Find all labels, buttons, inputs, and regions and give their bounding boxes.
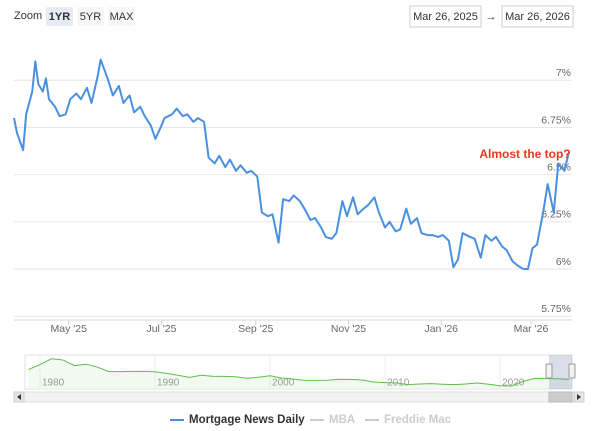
scrollbar-thumb[interactable] [548,391,573,403]
navigator-tick-label: 2020 [502,378,525,389]
navigator-handle[interactable] [545,363,553,379]
y-tick-label: 6% [556,256,571,268]
y-tick-label: 6.75% [541,114,571,126]
zoom-button-label[interactable]: MAX [110,11,135,23]
zoom-buttons: 1YR 5YR MAX [46,7,135,26]
navigator: 1980 1990 2000 2010 2020 [28,355,570,389]
range-from[interactable]: Mar 26, 2025 [413,11,478,23]
zoom-button-label[interactable]: 5YR [80,11,101,23]
y-tick-label: 6.25% [541,209,571,221]
zoom-button[interactable] [77,7,104,26]
navigator-tick-label: 1980 [42,378,65,389]
x-tick-label: Mar '26 [514,323,549,335]
range-to[interactable]: Mar 26, 2026 [505,11,570,23]
scrollbar-track[interactable] [13,391,585,403]
navigator-tick-label: 1990 [157,378,180,389]
navigator-tick-label: 2000 [272,378,295,389]
legend-label[interactable]: MBA [329,414,355,426]
plot-area: 5.75%6%6.25%6.5%6.75%7%May '25 Jul '25 Sep… [13,58,572,335]
y-tick-label: 5.75% [541,303,571,315]
annotation: Almost the top? [479,147,570,161]
zoom-button[interactable] [46,7,73,26]
x-tick-label: Sep '25 [238,323,273,335]
x-tick-label: Jan '26 [424,323,458,335]
range-separator: → [486,11,497,23]
x-tick-label: Nov '25 [331,323,366,335]
zoom-label: Zoom [14,10,42,22]
navigator-line [28,358,570,387]
x-tick-label: May '25 [51,323,88,335]
scrollbar-arrow [17,394,21,400]
legend-label[interactable]: Freddie Mac [384,414,452,426]
zoom-button-label[interactable]: 1YR [49,11,70,23]
navigator-area [28,358,570,388]
range-from-box[interactable] [409,5,482,28]
scrollbar-arrow [577,394,581,400]
series-line [13,58,570,271]
navigator-handle[interactable] [568,363,576,379]
legend: Mortgage News Daily MBA Freddie Mac [170,414,452,426]
y-tick-label: 7% [556,67,571,79]
x-tick-label: Jul '25 [146,323,176,335]
range-to-box[interactable] [501,5,574,28]
navigator-selection[interactable] [549,355,572,389]
legend-label[interactable]: Mortgage News Daily [189,414,305,426]
zoom-button[interactable] [108,7,135,26]
